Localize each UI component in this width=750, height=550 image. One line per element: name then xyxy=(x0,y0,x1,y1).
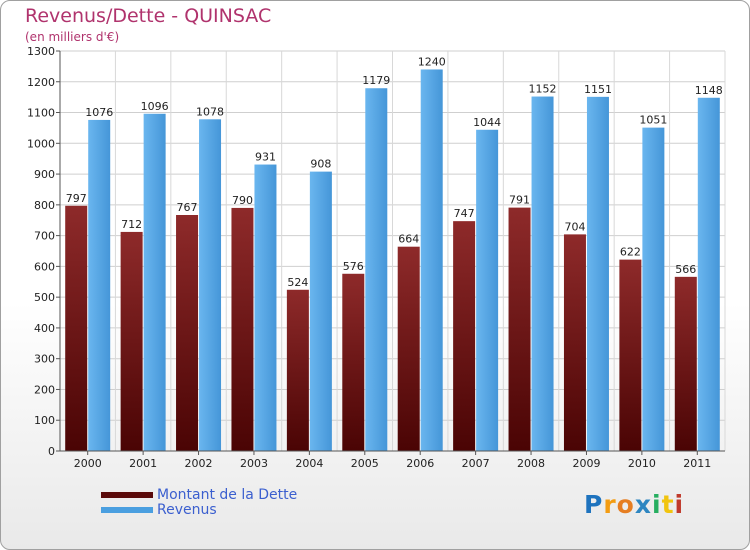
data-label-revenus-2000: 1076 xyxy=(85,106,113,119)
data-label-dette-2010: 622 xyxy=(620,246,641,259)
bar-revenus-2004 xyxy=(309,171,332,451)
y-tick-label: 1100 xyxy=(27,107,55,120)
y-tick-label: 500 xyxy=(34,291,55,304)
data-label-revenus-2010: 1051 xyxy=(639,114,667,127)
y-tick-label: 200 xyxy=(34,383,55,396)
bar-dette-2000 xyxy=(65,205,88,451)
axes: 0 100 200 300 400 500 600 700 800 900 1000 1100 1200… xyxy=(27,45,725,470)
y-tick-label: 1200 xyxy=(27,76,55,89)
x-tick-label: 2008 xyxy=(517,457,545,470)
bar-dette-2006 xyxy=(397,246,420,451)
x-tick-label: 2004 xyxy=(295,457,323,470)
bar-revenus-2007 xyxy=(476,129,499,451)
chart-title: Revenus/Dette - QUINSAC xyxy=(25,5,272,27)
bar-revenus-2006 xyxy=(420,69,443,451)
y-tick-label: 900 xyxy=(34,168,55,181)
bar-revenus-2010 xyxy=(642,127,665,451)
data-label-revenus-2001: 1096 xyxy=(141,100,169,113)
data-label-dette-2011: 566 xyxy=(675,263,696,276)
data-label-dette-2009: 704 xyxy=(564,220,585,233)
data-label-revenus-2008: 1152 xyxy=(529,83,557,96)
x-tick-label: 2010 xyxy=(628,457,656,470)
logo-letter: P xyxy=(584,490,604,519)
legend-item-dette: Montant de la Dette xyxy=(101,487,297,503)
bar-revenus-2009 xyxy=(586,96,609,451)
bar-dette-2010 xyxy=(619,259,642,451)
data-label-revenus-2007: 1044 xyxy=(473,116,501,129)
x-tick-label: 2005 xyxy=(351,457,379,470)
x-tick-label: 2009 xyxy=(572,457,600,470)
x-tick-label: 2007 xyxy=(462,457,490,470)
data-label-dette-2004: 524 xyxy=(287,276,308,289)
bar-dette-2002 xyxy=(176,215,199,451)
y-tick-label: 1000 xyxy=(27,137,55,150)
data-label-revenus-2003: 931 xyxy=(255,151,276,164)
x-tick-label: 2001 xyxy=(129,457,157,470)
chart-subtitle: (en milliers d'€) xyxy=(25,30,120,44)
data-label-dette-2001: 712 xyxy=(121,218,142,231)
bar-revenus-2008 xyxy=(531,96,554,452)
bar-revenus-2002 xyxy=(199,119,222,452)
data-label-dette-2000: 797 xyxy=(66,192,87,205)
x-tick-label: 2003 xyxy=(240,457,268,470)
data-label-dette-2002: 767 xyxy=(177,201,198,214)
bar-revenus-2003 xyxy=(254,164,277,452)
bar-dette-2008 xyxy=(508,207,531,451)
bar-dette-2001 xyxy=(120,231,143,451)
data-label-revenus-2011: 1148 xyxy=(695,84,723,97)
bar-dette-2011 xyxy=(674,276,697,451)
y-tick-label: 700 xyxy=(34,230,55,243)
x-tick-label: 2011 xyxy=(683,457,711,470)
logo-letter: i xyxy=(652,490,662,519)
logo-letter: r xyxy=(603,490,617,519)
x-tick-label: 2000 xyxy=(74,457,102,470)
data-label-dette-2003: 790 xyxy=(232,194,253,207)
bar-revenus-2000 xyxy=(88,119,111,451)
data-label-revenus-2009: 1151 xyxy=(584,83,612,96)
y-tick-label: 600 xyxy=(34,260,55,273)
logo-letter: o xyxy=(616,490,635,519)
bar-dette-2004 xyxy=(286,289,309,451)
y-tick-label: 300 xyxy=(34,353,55,366)
legend-swatch-revenus xyxy=(101,507,153,513)
y-tick-label: 400 xyxy=(34,322,55,335)
bars: 797 1076 712 1096 767 1078 790 931 524 908 576 1179… xyxy=(65,55,723,452)
legend-swatch-dette xyxy=(101,492,153,498)
data-label-dette-2008: 791 xyxy=(509,194,530,207)
x-tick-label: 2006 xyxy=(406,457,434,470)
data-label-revenus-2002: 1078 xyxy=(196,105,224,118)
data-label-dette-2007: 747 xyxy=(454,207,475,220)
legend-label-dette: Montant de la Dette xyxy=(157,487,298,503)
y-tick-label: 0 xyxy=(48,445,55,458)
logo-letter: i xyxy=(674,490,685,519)
legend-item-revenus: Revenus xyxy=(101,502,217,518)
y-tick-label: 100 xyxy=(34,414,55,427)
logo-letter: x xyxy=(634,490,652,519)
bar-dette-2005 xyxy=(342,273,365,451)
legend-label-revenus: Revenus xyxy=(157,502,217,518)
proxiti-logo: Proxiti xyxy=(584,490,684,519)
data-label-dette-2006: 664 xyxy=(398,233,419,246)
data-label-revenus-2005: 1179 xyxy=(362,74,390,87)
bar-revenus-2011 xyxy=(697,97,720,452)
y-tick-label: 800 xyxy=(34,199,55,212)
bar-dette-2003 xyxy=(231,207,254,451)
bar-revenus-2001 xyxy=(143,113,166,452)
data-label-dette-2005: 576 xyxy=(343,260,364,273)
y-tick-label: 1300 xyxy=(27,45,55,58)
x-tick-label: 2002 xyxy=(185,457,213,470)
logo-letter: t xyxy=(661,490,675,519)
bar-revenus-2005 xyxy=(365,88,388,451)
bar-dette-2007 xyxy=(453,221,476,451)
bar-dette-2009 xyxy=(563,234,586,451)
data-label-revenus-2004: 908 xyxy=(310,158,331,171)
data-label-revenus-2006: 1240 xyxy=(418,55,446,68)
